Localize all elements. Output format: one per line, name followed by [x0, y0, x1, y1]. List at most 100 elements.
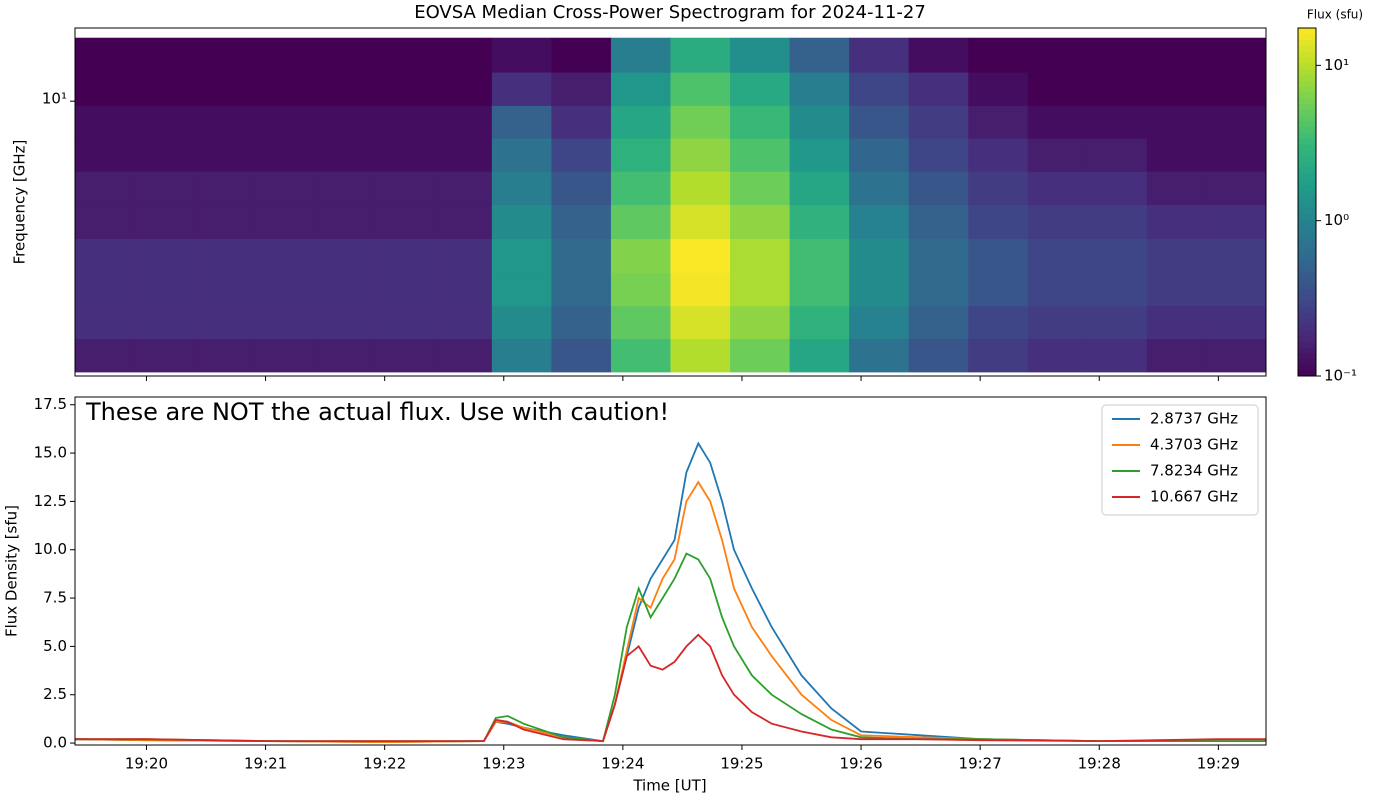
- heatmap-cell: [194, 338, 255, 373]
- heatmap-cell: [610, 338, 671, 373]
- heatmap-cell: [75, 272, 136, 307]
- heatmap-cell: [491, 171, 552, 206]
- heatmap-cell: [134, 238, 195, 274]
- heatmap-cell: [670, 171, 731, 206]
- heatmap-cell: [1146, 105, 1207, 139]
- heatmap-cell: [491, 138, 552, 172]
- heatmap-cell: [372, 204, 433, 239]
- heatmap-cell: [253, 37, 314, 73]
- heatmap-cell: [1087, 105, 1148, 139]
- colorbar-segment: [1298, 149, 1316, 157]
- heatmap-cell: [551, 338, 612, 373]
- heatmap-cell: [789, 305, 850, 340]
- heatmap-cell: [849, 171, 910, 206]
- heatmap-cell: [313, 338, 374, 373]
- colorbar-tick-label: 10⁰: [1324, 211, 1349, 229]
- colorbar-segment: [1298, 265, 1316, 273]
- heatmap: [75, 37, 1266, 373]
- colorbar-segment: [1298, 260, 1316, 267]
- heatmap-cell: [1027, 37, 1088, 73]
- heatmap-cell: [1087, 338, 1148, 373]
- heatmap-cell: [908, 37, 969, 73]
- colorbar-segment: [1298, 306, 1316, 313]
- heatmap-cell: [1146, 37, 1207, 73]
- heatmap-cell: [1206, 305, 1266, 340]
- colorbar-segment: [1298, 341, 1316, 348]
- colorbar-segment: [1298, 370, 1316, 377]
- heatmap-cell: [1146, 305, 1207, 340]
- heatmap-cell: [551, 37, 612, 73]
- heatmap-cell: [1087, 72, 1148, 106]
- heatmap-cell: [1027, 105, 1088, 139]
- colorbar-segment: [1298, 184, 1316, 191]
- heatmap-cell: [1087, 171, 1148, 206]
- x-tick-label: 19:27: [959, 755, 1002, 773]
- heatmap-cell: [194, 305, 255, 340]
- heatmap-cell: [551, 72, 612, 106]
- heatmap-cell: [551, 138, 612, 172]
- heatmap-cell: [1146, 338, 1207, 373]
- colorbar-segment: [1298, 103, 1316, 110]
- series-line: [75, 552, 1266, 743]
- heatmap-cell: [194, 272, 255, 307]
- heatmap-cell: [908, 204, 969, 239]
- heatmap-cell: [849, 238, 910, 274]
- heatmap-cell: [194, 105, 255, 139]
- heatmap-cell: [1206, 238, 1266, 274]
- heatmap-cell: [372, 338, 433, 373]
- colorbar-tick-label: 10⁻¹: [1324, 367, 1357, 385]
- x-tick-label: 19:29: [1197, 755, 1240, 773]
- heatmap-cell: [1087, 204, 1148, 239]
- heatmap-cell: [491, 238, 552, 274]
- heatmap-cell: [372, 305, 433, 340]
- colorbar-segment: [1298, 329, 1316, 336]
- heatmap-cell: [789, 204, 850, 239]
- y-tick-label: 0.0: [43, 734, 67, 752]
- heatmap-cell: [670, 37, 731, 73]
- heatmap-cell: [670, 105, 731, 139]
- colorbar-segment: [1298, 231, 1316, 238]
- plot-frame: [74, 27, 1267, 377]
- heatmap-cell: [551, 238, 612, 274]
- heatmap-cell: [908, 238, 969, 274]
- heatmap-cell: [968, 204, 1029, 239]
- legend-label: 10.667 GHz: [1150, 488, 1238, 506]
- heatmap-cell: [134, 171, 195, 206]
- heatmap-cell: [432, 338, 493, 373]
- y-tick-label: 5.0: [43, 637, 67, 655]
- colorbar-segment: [1298, 33, 1316, 41]
- heatmap-cell: [670, 238, 731, 274]
- heatmap-cell: [610, 272, 671, 307]
- heatmap-cell: [670, 272, 731, 307]
- colorbar-segment: [1298, 190, 1316, 197]
- heatmap-cell: [432, 238, 493, 274]
- colorbar-segment: [1298, 347, 1316, 354]
- heatmap-cell: [134, 37, 195, 73]
- heatmap-cell: [491, 204, 552, 239]
- heatmap-cell: [253, 72, 314, 106]
- heatmap-cell: [253, 204, 314, 239]
- heatmap-cell: [968, 171, 1029, 206]
- colorbar-segment: [1298, 294, 1316, 302]
- colorbar-segment: [1298, 219, 1316, 226]
- heatmap-cell: [372, 37, 433, 73]
- colorbar-segment: [1298, 173, 1316, 180]
- y-tick-label: 15.0: [34, 444, 67, 462]
- heatmap-cell: [670, 204, 731, 239]
- colorbar-segment: [1298, 138, 1316, 145]
- heatmap-cell: [610, 171, 671, 206]
- x-tick-label: 19:26: [839, 755, 882, 773]
- heatmap-cell: [908, 171, 969, 206]
- heatmap-cell: [551, 272, 612, 307]
- heatmap-cell: [789, 171, 850, 206]
- heatmap-cell: [1206, 338, 1266, 373]
- colorbar-segment: [1298, 155, 1316, 162]
- colorbar-segment: [1298, 97, 1316, 104]
- heatmap-cell: [908, 272, 969, 307]
- heatmap-cell: [849, 72, 910, 106]
- heatmap-cell: [432, 204, 493, 239]
- heatmap-cell: [432, 305, 493, 340]
- colorbar-segment: [1298, 242, 1316, 249]
- heatmap-cell: [432, 138, 493, 172]
- heatmap-cell: [372, 138, 433, 172]
